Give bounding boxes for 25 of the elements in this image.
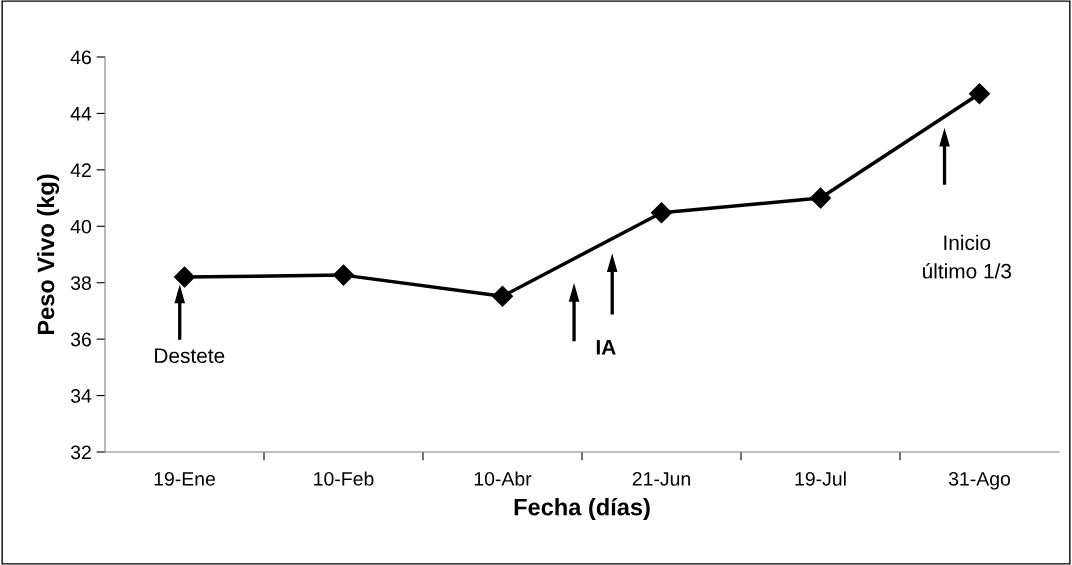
x-tick-label: 19-Jul <box>795 471 846 486</box>
y-tick-label: 40 <box>70 219 92 234</box>
x-tick-label: 31-Ago <box>948 471 1011 490</box>
y-tick-label: 36 <box>70 332 91 347</box>
x-axis-title: Fecha (días) <box>514 497 650 521</box>
point <box>332 264 355 286</box>
y-axis-title: Peso Vivo (kg) <box>36 174 60 335</box>
y-tick-label: 34 <box>70 389 92 403</box>
annotation: Inicio último 1/3 <box>923 234 1012 279</box>
annotation: Destete <box>155 348 225 364</box>
x-tick-label: 10-Feb <box>314 471 374 486</box>
x-tick-label: 21-Jun <box>632 471 690 486</box>
x-tick-label: 10-Abr <box>474 471 532 486</box>
point <box>809 187 832 209</box>
x-tick-label: 19-Ene <box>154 471 215 486</box>
point <box>968 83 991 105</box>
y-tick-label: 44 <box>70 107 92 121</box>
y-tick-label: 42 <box>70 163 91 177</box>
point <box>491 285 514 307</box>
annotation: IA <box>596 340 616 355</box>
point <box>173 266 196 288</box>
y-tick-label: 32 <box>70 445 91 460</box>
point <box>650 202 673 224</box>
y-tick-label: 46 <box>70 50 91 65</box>
y-tick-label: 38 <box>70 276 91 290</box>
